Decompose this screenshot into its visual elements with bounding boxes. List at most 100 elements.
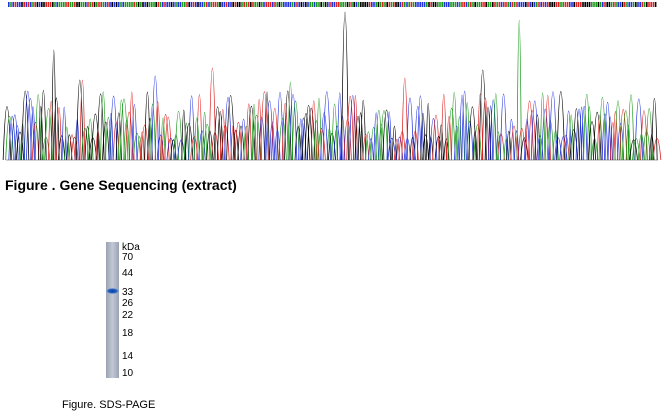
trace-peak: [629, 139, 638, 161]
base-glyph: [621, 2, 624, 7]
base-glyph: [162, 2, 164, 7]
base-glyph: [272, 2, 274, 7]
base-glyph: [533, 2, 536, 7]
base-glyph: [166, 2, 168, 7]
trace-peak: [76, 79, 84, 161]
base-glyph: [98, 2, 100, 7]
base-glyph: [498, 2, 501, 7]
trace-peak: [30, 106, 36, 161]
base-glyph: [643, 2, 646, 7]
trace-peak: [183, 122, 189, 161]
trace-peak: [317, 127, 326, 161]
base-glyph: [208, 2, 210, 7]
base-glyph: [481, 2, 483, 7]
base-glyph: [591, 2, 593, 7]
trace-peak: [5, 116, 14, 161]
base-glyph: [269, 2, 272, 7]
trace-peak: [510, 125, 518, 161]
trace-peak: [100, 91, 107, 161]
base-glyph: [417, 2, 419, 7]
trace-peak: [123, 120, 130, 161]
trace-peak: [240, 119, 247, 161]
trace-peak: [447, 107, 456, 161]
trace-peak: [601, 113, 609, 161]
base-glyph: [241, 2, 243, 7]
base-glyph: [320, 2, 322, 7]
chromatogram: [2, 11, 662, 161]
trace-peak: [40, 89, 47, 161]
base-glyph: [195, 2, 197, 7]
trace-peak: [592, 111, 602, 161]
trace-peak: [208, 67, 217, 161]
sequence-text-strip: [8, 2, 657, 7]
base-glyph: [397, 2, 399, 7]
trace-peak: [160, 117, 166, 161]
base-glyph: [58, 2, 61, 7]
base-glyph: [245, 2, 248, 7]
trace-peak: [224, 96, 232, 161]
base-glyph: [522, 2, 525, 7]
trace-peak: [440, 93, 447, 161]
base-glyph: [406, 2, 408, 7]
trace-peak: [181, 109, 187, 161]
base-glyph: [434, 2, 437, 7]
base-glyph: [386, 2, 388, 7]
trace-peak: [520, 137, 529, 161]
base-glyph: [203, 2, 206, 7]
base-glyph: [199, 2, 201, 7]
marker-label: 44: [122, 268, 134, 279]
trace-peak: [129, 91, 135, 161]
trace-peak: [132, 133, 142, 161]
base-glyph: [311, 2, 314, 7]
base-glyph: [547, 2, 549, 7]
trace-peak: [188, 95, 195, 161]
trace-peak: [379, 110, 389, 161]
base-glyph: [135, 2, 138, 7]
base-glyph: [456, 2, 459, 7]
base-glyph: [342, 2, 344, 7]
base-glyph: [619, 2, 622, 7]
trace-peak: [166, 137, 176, 161]
base-glyph: [276, 2, 278, 7]
trace-peak: [492, 93, 499, 161]
trace-peak: [48, 101, 55, 161]
base-glyph: [362, 2, 364, 7]
base-glyph: [212, 2, 215, 7]
base-glyph: [558, 2, 560, 7]
base-glyph: [327, 2, 329, 7]
base-glyph: [617, 2, 619, 7]
base-glyph: [525, 2, 527, 7]
base-glyph: [217, 2, 219, 7]
base-glyph: [586, 2, 589, 7]
base-glyph: [344, 2, 347, 7]
base-glyph: [580, 2, 582, 7]
base-glyph: [210, 2, 212, 7]
base-glyph: [153, 2, 155, 7]
base-glyph: [221, 2, 223, 7]
base-glyph: [170, 2, 173, 7]
base-glyph: [476, 2, 479, 7]
base-glyph: [443, 2, 446, 7]
base-glyph: [379, 2, 382, 7]
base-glyph: [639, 2, 641, 7]
base-glyph: [67, 2, 69, 7]
base-glyph: [514, 2, 516, 7]
base-glyph: [635, 2, 637, 7]
base-glyph: [12, 2, 14, 7]
trace-peak: [118, 99, 125, 161]
base-glyph: [294, 2, 296, 7]
trace-peak: [456, 116, 462, 161]
marker-label: 22: [122, 310, 134, 321]
base-glyph: [113, 2, 116, 7]
base-glyph: [223, 2, 226, 7]
trace-peak: [429, 118, 438, 161]
base-glyph: [467, 2, 470, 7]
base-glyph: [569, 2, 571, 7]
base-glyph: [155, 2, 157, 7]
base-glyph: [654, 2, 657, 7]
base-glyph: [148, 2, 151, 7]
base-glyph: [505, 2, 507, 7]
base-glyph: [419, 2, 421, 7]
